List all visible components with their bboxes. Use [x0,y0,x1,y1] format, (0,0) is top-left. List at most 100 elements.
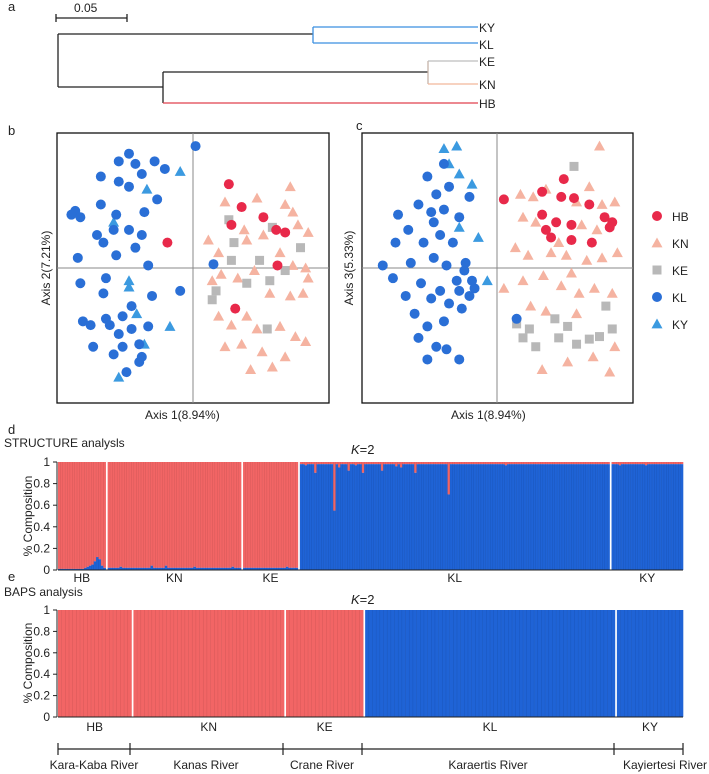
point-ke-7 [584,334,594,344]
baps-k-label: K=2 [351,592,375,607]
structure-bar-blue [542,464,546,570]
point-kl-16 [113,156,124,167]
structure-bar-red [566,462,570,465]
structure-bar-blue [652,464,655,570]
structure-bar-blue [60,568,64,570]
baps-bar-red [322,610,327,717]
structure-bar-blue [100,565,104,570]
structure-bar-red [445,462,448,465]
structure-bar-blue [271,567,275,570]
structure-bar-blue [545,464,548,570]
baps-bar-red [359,610,364,717]
structure-bar-red [233,462,237,568]
structure-bar-blue [604,464,608,570]
baps-bar-blue [526,610,531,717]
structure-bar-blue [259,567,263,570]
structure-ylabel: % Composition [21,476,35,557]
structure-bar-blue [387,464,391,570]
structure-bar-red [457,462,460,465]
structure-bar-red [326,462,329,465]
structure-bar-blue [169,567,173,570]
baps-bar-blue [600,610,605,717]
structure-bar-red [60,462,64,569]
structure-bar-red [84,462,87,568]
baps-bar-blue [501,610,506,717]
legend-marker-kn [651,237,663,248]
point-ke-7 [280,266,290,276]
point-kl-24 [124,181,134,192]
baps-bar-blue [479,610,483,717]
baps-bar-blue [563,610,568,717]
baps-bar-red [170,610,175,717]
point-kn-11 [509,242,521,253]
point-hb-2 [162,237,173,248]
structure-bar-blue [164,565,168,570]
structure-bar-blue [495,464,498,570]
point-kl-35 [413,332,424,343]
baps-bar-red [113,610,118,717]
structure-bar-red [580,462,584,465]
structure-bar-blue [554,464,558,570]
point-kl-7 [409,308,420,319]
structure-bar-blue [342,464,346,570]
structure-bar-blue [91,564,95,570]
structure-bar-red [259,462,263,568]
structure-bar-red [202,462,206,568]
point-kn-26 [219,341,231,352]
structure-bar-blue [96,557,99,570]
structure-bar-blue [675,464,679,570]
structure-bar-blue [607,464,610,570]
y-tick-label: 0.2 [33,541,50,555]
baps-bar-blue [434,610,439,717]
baps-bar-red [203,610,208,717]
structure-bar-blue [243,567,246,570]
structure-bar-red [661,462,665,465]
point-kl-31 [136,169,147,180]
point-hb-9 [599,212,610,223]
structure-bar-red [110,462,113,568]
structure-bar-blue [640,464,643,570]
point-kl-38 [454,354,465,365]
baps-bar-blue [508,610,513,717]
structure-bar-blue [623,464,627,570]
structure-bar-red [179,462,182,568]
structure-bar-blue [359,464,363,570]
structure-bar-red [611,462,615,465]
point-kn-26 [571,308,583,319]
structure-bar-blue [642,464,646,570]
structure-bar-blue [630,464,634,570]
structure-bar-blue [449,464,453,570]
structure-bar-blue [288,567,291,570]
structure-bar-red [404,462,408,465]
structure-bar-red [226,462,230,568]
structure-bar-red [421,462,425,465]
baps-bar-blue [611,610,616,717]
baps-bar-red [210,610,215,717]
baps-bar-red [195,610,200,717]
point-kn-12 [302,272,314,283]
structure-bar-red [409,462,413,465]
structure-bar-red [359,462,363,465]
baps-bar-blue [464,610,469,717]
structure-bar-red [428,462,432,465]
baps-bar-red [184,610,189,717]
structure-bar-red [345,462,348,465]
structure-bar-blue [457,464,460,570]
structure-bar-red [488,462,491,465]
structure-bar-blue [404,464,408,570]
structure-bar-red [616,462,619,465]
structure-bar-red [533,462,536,465]
baps-bar-red [261,610,266,717]
structure-bar-blue [602,464,606,570]
structure-bar-blue [666,464,670,570]
point-kl-18 [111,209,122,220]
legend-marker-kl [652,292,662,302]
point-ke-12 [554,333,564,343]
baps-bar-red [124,610,129,717]
structure-bar-red [435,462,439,465]
structure-bar-blue [409,464,413,570]
point-kl-18 [435,229,446,240]
baps-bar-blue [442,610,447,717]
baps-bar-blue [438,610,443,717]
structure-group-label-kl: KL [447,571,462,585]
